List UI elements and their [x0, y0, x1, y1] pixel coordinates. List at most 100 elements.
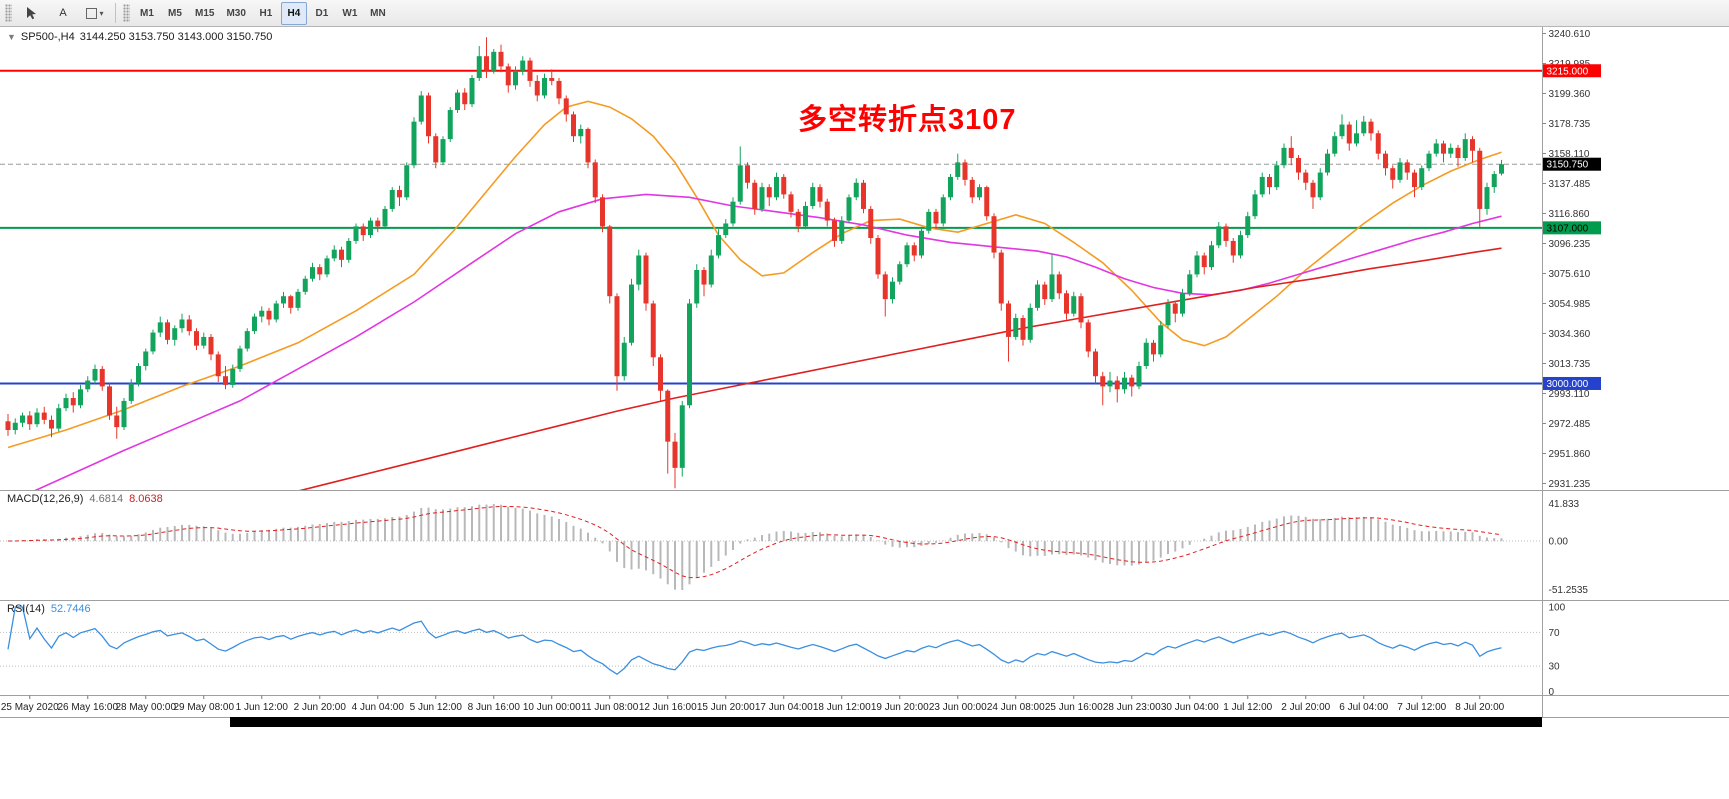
macd-name: MACD(12,26,9) [7, 493, 84, 505]
cursor-icon [26, 7, 36, 20]
svg-text:2 Jun 20:00: 2 Jun 20:00 [294, 702, 347, 713]
svg-text:3075.610: 3075.610 [1549, 269, 1591, 280]
macd-axis[interactable]: 41.833 0.00 -51.2535 [1549, 499, 1589, 596]
svg-text:28 Jun 23:00: 28 Jun 23:00 [1103, 702, 1161, 713]
timeframe-button-h1[interactable]: H1 [259, 7, 273, 19]
price-axis[interactable]: 3240.6103219.9853199.3603178.7353158.110… [1542, 29, 1591, 490]
svg-text:29 May 08:00: 29 May 08:00 [173, 702, 234, 713]
chart-header: ▼ SP500-,H4 3144.250 3153.750 3143.000 3… [7, 31, 272, 43]
fast-ma-line [7, 100, 1502, 449]
symbol-period-label: SP500-,H4 [20, 31, 75, 43]
price-tag-3000.000: 3000.000 [1543, 376, 1601, 390]
svg-text:-51.2535: -51.2535 [1549, 585, 1589, 596]
svg-text:3150.750: 3150.750 [1547, 160, 1589, 171]
svg-text:6 Jul 04:00: 6 Jul 04:00 [1339, 702, 1388, 713]
svg-text:3199.360: 3199.360 [1549, 89, 1591, 100]
macd-signal-value: 8.0638 [129, 493, 163, 505]
svg-text:1 Jul 12:00: 1 Jul 12:00 [1223, 702, 1272, 713]
svg-text:4 Jun 04:00: 4 Jun 04:00 [352, 702, 405, 713]
text-label-tool-button[interactable]: A [59, 7, 67, 19]
svg-text:3178.735: 3178.735 [1549, 119, 1591, 130]
svg-text:0: 0 [1549, 687, 1555, 698]
svg-text:2972.485: 2972.485 [1549, 419, 1591, 430]
svg-text:8 Jul 20:00: 8 Jul 20:00 [1455, 702, 1504, 713]
timeframe-button-m15[interactable]: M15 [195, 7, 215, 19]
timeframe-button-h4[interactable]: H4 [280, 1, 307, 25]
svg-text:30 Jun 04:00: 30 Jun 04:00 [1161, 702, 1219, 713]
svg-text:3116.860: 3116.860 [1549, 209, 1590, 220]
svg-text:3137.485: 3137.485 [1549, 179, 1591, 190]
price-tag-3215.000: 3215.000 [1543, 64, 1601, 78]
timeframe-button-mn[interactable]: MN [370, 7, 386, 19]
svg-text:17 Jun 04:00: 17 Jun 04:00 [755, 702, 813, 713]
timeframe-button-m1[interactable]: M1 [140, 7, 154, 19]
svg-text:3000.000: 3000.000 [1547, 379, 1589, 390]
svg-text:3034.360: 3034.360 [1549, 329, 1591, 340]
svg-text:3096.235: 3096.235 [1549, 239, 1591, 250]
current-price-tag: 3150.750 [1543, 157, 1601, 171]
chevron-down-icon: ▾ [99, 8, 104, 18]
toolbar-grip[interactable] [5, 4, 12, 22]
svg-text:3107.000: 3107.000 [1547, 223, 1589, 234]
timeframe-button-w1[interactable]: W1 [342, 7, 358, 19]
svg-text:10 Jun 00:00: 10 Jun 00:00 [523, 702, 581, 713]
rsi-header: RSI(14) 52.7446 [7, 603, 91, 615]
shapes-icon [86, 7, 98, 19]
one-click-trading-arrow[interactable]: ▼ [7, 32, 16, 42]
toolbar-separator [115, 3, 116, 23]
toolbar: A ▾ M1 M5 M15 M30 H1 H4 D1 W1 MN [0, 0, 1729, 27]
svg-text:15 Jun 20:00: 15 Jun 20:00 [697, 702, 755, 713]
svg-text:28 May 00:00: 28 May 00:00 [115, 702, 176, 713]
svg-text:2 Jul 20:00: 2 Jul 20:00 [1281, 702, 1330, 713]
timeframe-button-m5[interactable]: M5 [168, 7, 182, 19]
price-tag-3107.000: 3107.000 [1543, 221, 1601, 235]
ohlc-values: 3144.250 3153.750 3143.000 3150.750 [79, 31, 273, 43]
svg-text:25 Jun 16:00: 25 Jun 16:00 [1045, 702, 1103, 713]
line-studies-dropdown[interactable]: ▾ [80, 2, 110, 25]
rsi-value: 52.7446 [50, 603, 91, 615]
svg-text:3013.735: 3013.735 [1549, 359, 1591, 370]
horizontal-lines-layer [0, 69, 1542, 385]
svg-text:3158.110: 3158.110 [1549, 149, 1590, 160]
svg-text:26 May 16:00: 26 May 16:00 [57, 702, 118, 713]
macd-header: MACD(12,26,9) 4.6814 8.0638 [7, 493, 163, 505]
svg-text:3240.610: 3240.610 [1549, 29, 1591, 40]
svg-text:2993.110: 2993.110 [1549, 389, 1590, 400]
mid-ma-line [34, 193, 1502, 490]
candles-layer [5, 37, 1504, 489]
svg-text:7 Jul 12:00: 7 Jul 12:00 [1397, 702, 1446, 713]
timeframe-button-m30[interactable]: M30 [226, 7, 246, 19]
svg-text:70: 70 [1549, 628, 1561, 639]
svg-text:23 Jun 00:00: 23 Jun 00:00 [929, 702, 987, 713]
svg-text:3054.985: 3054.985 [1549, 299, 1591, 310]
svg-text:30: 30 [1549, 662, 1561, 673]
timeframes-toolbar: M1 M5 M15 M30 H1 H4 D1 W1 MN [133, 1, 392, 25]
svg-text:2951.860: 2951.860 [1549, 449, 1591, 460]
svg-text:2931.235: 2931.235 [1549, 479, 1591, 490]
timeframe-button-d1[interactable]: D1 [315, 7, 329, 19]
svg-text:0.00: 0.00 [1549, 537, 1569, 548]
svg-text:25 May 2020: 25 May 2020 [1, 702, 59, 713]
svg-text:24 Jun 08:00: 24 Jun 08:00 [987, 702, 1045, 713]
cursor-tool-button[interactable] [16, 2, 46, 25]
svg-text:5 Jun 12:00: 5 Jun 12:00 [410, 702, 463, 713]
svg-text:3215.000: 3215.000 [1547, 66, 1589, 77]
svg-text:8 Jun 16:00: 8 Jun 16:00 [468, 702, 521, 713]
macd-main-value: 4.6814 [89, 493, 124, 505]
bottom-black-bar [230, 717, 1542, 727]
rsi-layer [0, 606, 1542, 675]
rsi-axis[interactable]: 100 70 30 0 [1549, 603, 1566, 699]
timeframes-grip[interactable] [123, 4, 130, 22]
svg-text:41.833: 41.833 [1549, 499, 1580, 510]
svg-text:11 Jun 08:00: 11 Jun 08:00 [581, 702, 639, 713]
svg-text:12 Jun 16:00: 12 Jun 16:00 [639, 702, 697, 713]
svg-text:18 Jun 12:00: 18 Jun 12:00 [813, 702, 871, 713]
svg-text:19 Jun 20:00: 19 Jun 20:00 [871, 702, 929, 713]
rsi-name: RSI(14) [7, 603, 45, 615]
svg-text:100: 100 [1549, 603, 1566, 614]
macd-layer [0, 504, 1542, 590]
slow-ma-line [299, 247, 1502, 490]
svg-text:1 Jun 12:00: 1 Jun 12:00 [236, 702, 289, 713]
